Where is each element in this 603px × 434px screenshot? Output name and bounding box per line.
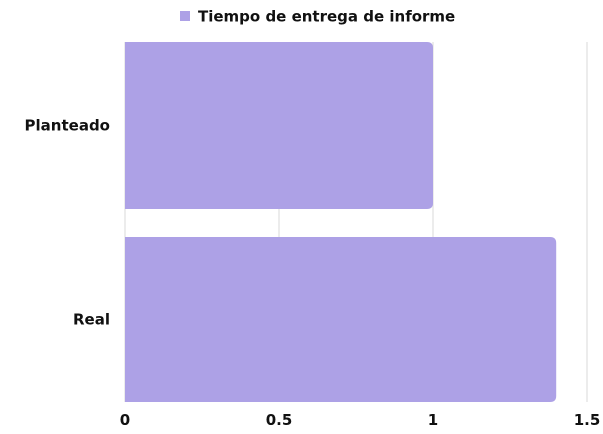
category-labels: Planteado Real [25,117,110,329]
category-label-planteado: Planteado [25,117,110,135]
x-tick-label: 1 [428,411,438,429]
x-tick-label: 0.5 [266,411,293,429]
x-tick-label: 1.5 [574,411,601,429]
bar-real [125,237,557,402]
bar-planteado [125,42,433,209]
category-label-real: Real [73,311,110,329]
bars [125,42,557,402]
legend-swatch [180,11,190,21]
legend: Tiempo de entrega de informe [180,8,455,26]
x-tick-labels: 0 0.5 1 1.5 [120,411,601,429]
x-tick-label: 0 [120,411,130,429]
legend-label: Tiempo de entrega de informe [198,8,455,26]
